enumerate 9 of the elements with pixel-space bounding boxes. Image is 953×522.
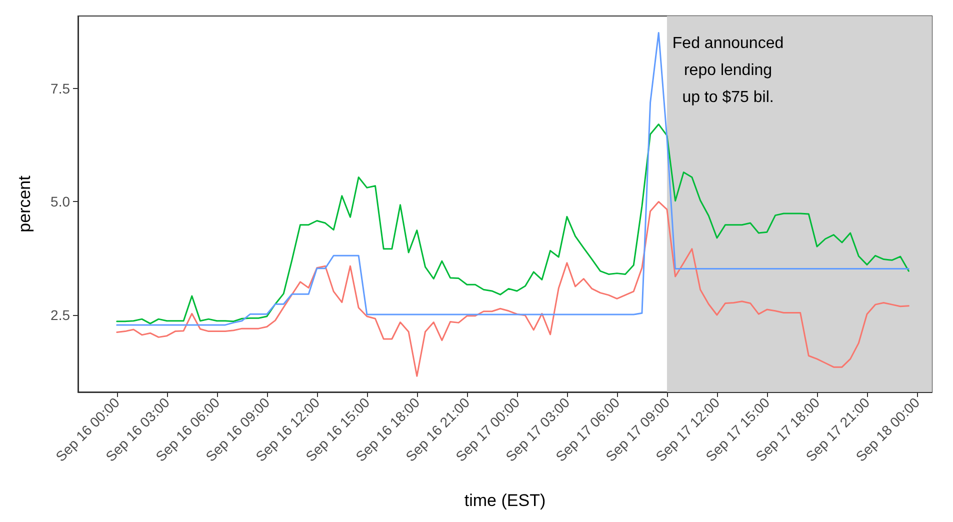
line-series xyxy=(116,124,910,324)
y-axis-title: percent xyxy=(15,175,34,232)
annotation: Fed announced repo lending up to $75 bil. xyxy=(672,35,784,106)
y-tick-label: 7.5 xyxy=(50,80,70,96)
y-tick-label: 5.0 xyxy=(50,194,70,210)
x-axis-title: time (EST) xyxy=(464,491,546,510)
line-series xyxy=(116,200,910,377)
y-tick-label: 2.5 xyxy=(50,306,70,323)
line-series xyxy=(116,32,910,326)
